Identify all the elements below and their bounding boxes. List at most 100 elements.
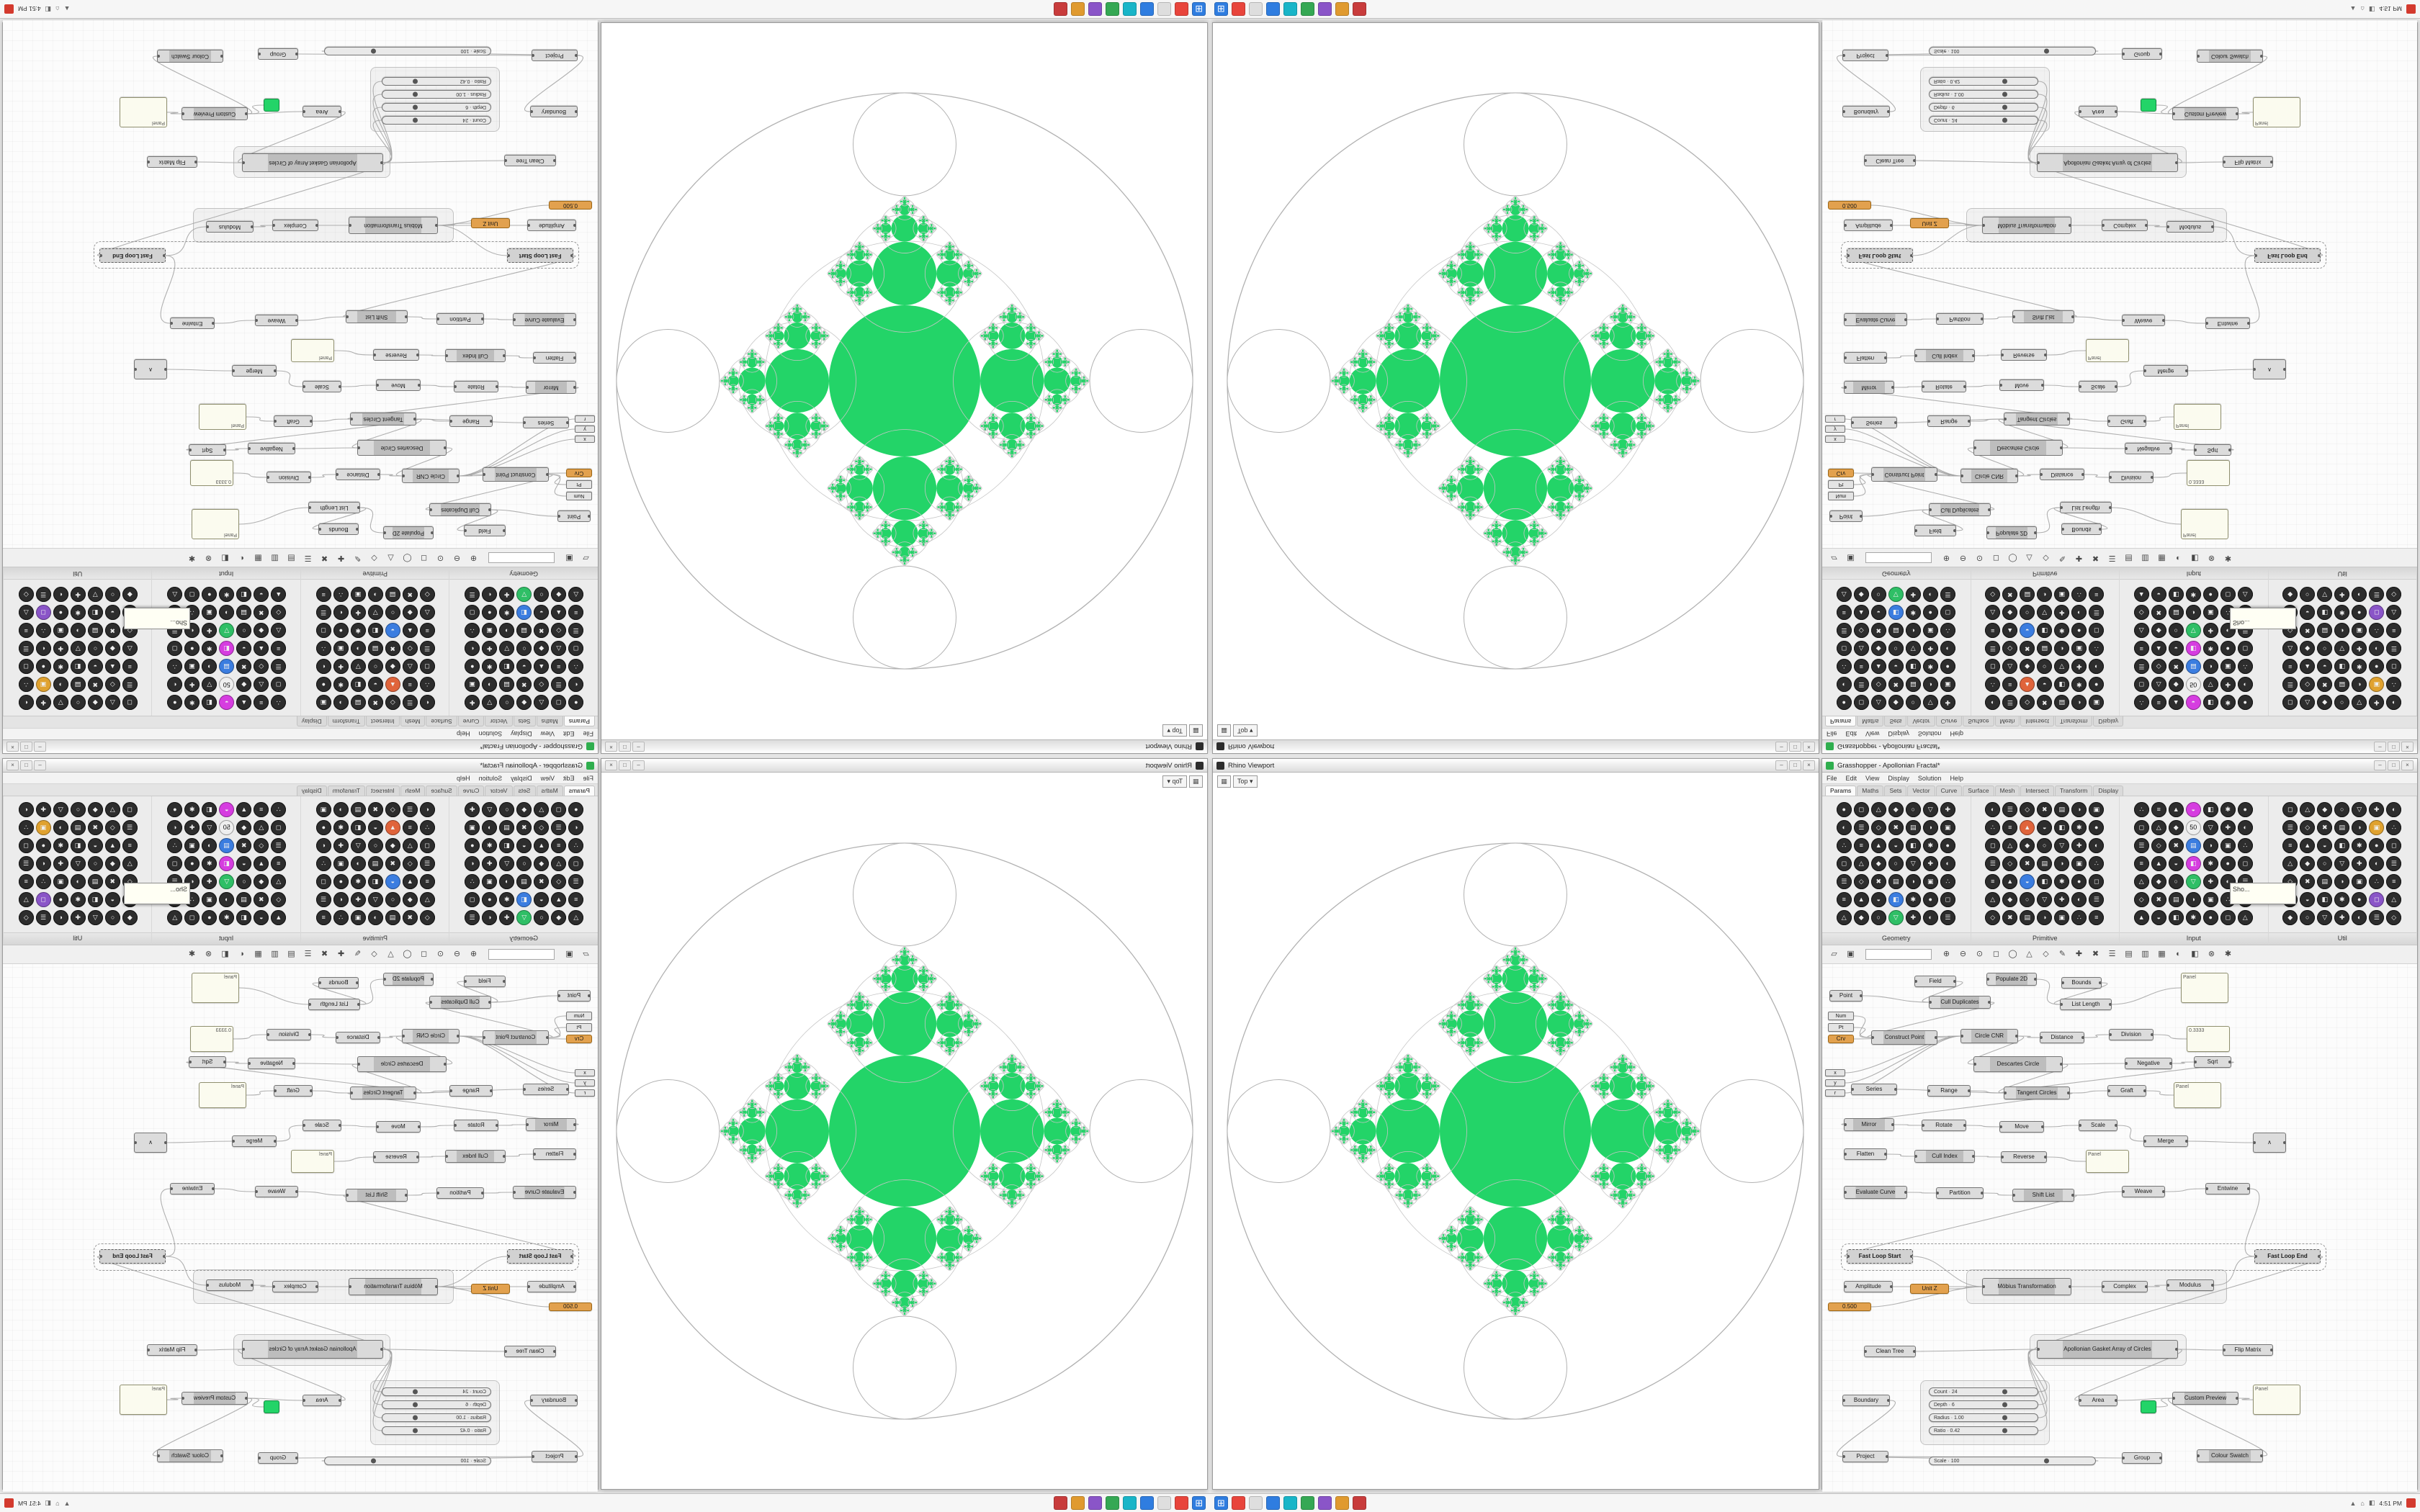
component-icon[interactable]: ◆	[1870, 855, 1886, 871]
component-icon[interactable]: ✚	[499, 909, 515, 925]
component-icon[interactable]: ▤	[2168, 891, 2184, 907]
component-icon[interactable]: ○	[385, 605, 400, 621]
gh-node-0-3333[interactable]: 0.3333	[2187, 1026, 2230, 1052]
component-icon[interactable]: ▲	[402, 873, 418, 889]
component-icon[interactable]: ▤	[2054, 801, 2070, 817]
component-icon[interactable]: △	[551, 855, 567, 871]
component-icon[interactable]: ◇	[254, 659, 269, 675]
zoom-in-icon[interactable]: ⊕	[1942, 554, 1950, 562]
component-icon[interactable]: ◑	[2037, 587, 2053, 603]
component-icon[interactable]: ◻	[1985, 837, 2001, 853]
minimize-button[interactable]: –	[2374, 742, 2386, 752]
component-icon[interactable]: ◒	[2185, 801, 2201, 817]
gh-node-unit-z[interactable]: Unit Z	[1910, 1284, 1949, 1294]
component-icon[interactable]: ▽	[2054, 659, 2070, 675]
component-icon[interactable]: ✱	[333, 677, 349, 693]
save-file-icon[interactable]: ▣	[1847, 950, 1855, 958]
component-icon[interactable]: ▲	[254, 641, 269, 657]
preview-shaded-icon[interactable]: ◐	[239, 554, 244, 562]
component-icon[interactable]: ∴	[2369, 623, 2385, 639]
component-icon[interactable]: ◒	[2020, 873, 2035, 889]
gh-node-series[interactable]: Series	[1851, 417, 1897, 428]
component-icon[interactable]: ◑	[499, 623, 515, 639]
component-icon[interactable]: ●	[184, 855, 200, 871]
menu-file[interactable]: File	[583, 730, 593, 738]
menu-solution[interactable]: Solution	[478, 774, 503, 782]
component-icon[interactable]: ▤	[385, 587, 400, 603]
circle-select-icon[interactable]: ◯	[403, 554, 412, 562]
gh-node-mirror[interactable]: Mirror	[526, 1118, 576, 1131]
component-icon[interactable]: ◇	[2020, 695, 2035, 711]
menu-help[interactable]: Help	[457, 730, 470, 738]
component-icon[interactable]: ▽	[219, 873, 235, 889]
component-icon[interactable]: △	[1836, 587, 1852, 603]
component-icon[interactable]: ●	[35, 837, 51, 853]
component-icon[interactable]: ☰	[271, 659, 287, 675]
gh-node-colour-swatch[interactable]: Colour Swatch	[2197, 1449, 2263, 1462]
gh-node-division[interactable]: Division	[2109, 472, 2154, 483]
component-icon[interactable]: ▲	[1853, 605, 1869, 621]
component-icon[interactable]: ◻	[1836, 855, 1852, 871]
component-icon[interactable]: ▤	[2334, 819, 2350, 835]
gh-node-fast-loop-end[interactable]: Fast Loop End	[99, 1249, 166, 1264]
open-file-icon[interactable]: ▱	[583, 950, 589, 958]
gh-node-ratio-0-42[interactable]: Ratio · 0.42	[1929, 77, 2038, 86]
viewport-canvas[interactable]: ▦ Top ▾	[601, 23, 1207, 739]
component-icon[interactable]: ▤	[516, 623, 532, 639]
start-button[interactable]: ⊞	[1192, 1496, 1206, 1510]
component-icon[interactable]: ◻	[122, 801, 138, 817]
gh-node-clean-tree[interactable]: Clean Tree	[504, 1346, 556, 1357]
component-icon[interactable]: ◐	[2089, 837, 2105, 853]
viewport-titlebar[interactable]: Rhino Viewport – □ ×	[601, 739, 1207, 753]
component-icon[interactable]: ▤	[2168, 605, 2184, 621]
gh-node-entwine[interactable]: Entwine	[170, 1183, 215, 1194]
component-icon[interactable]: ◻	[419, 659, 435, 675]
preview-shaded-icon[interactable]: ◐	[239, 950, 244, 958]
component-icon[interactable]: ▣	[2089, 801, 2105, 817]
component-icon[interactable]: ✖	[2317, 819, 2333, 835]
component-icon[interactable]: ✱	[184, 801, 200, 817]
component-icon[interactable]: ◒	[385, 623, 400, 639]
gh-node-swatch[interactable]	[2141, 1400, 2156, 1413]
component-icon[interactable]: ✖	[254, 891, 269, 907]
component-icon[interactable]: ◑	[2054, 855, 2070, 871]
gh-node-amplitude[interactable]: Amplitude	[1844, 220, 1893, 231]
component-icon[interactable]: △	[2386, 891, 2402, 907]
gh-node-project[interactable]: Project	[532, 50, 578, 61]
component-icon[interactable]: ∴	[1940, 873, 1955, 889]
save-file-icon[interactable]: ▣	[565, 554, 573, 562]
component-icon[interactable]: ○	[385, 891, 400, 907]
gh-node-num[interactable]: Num	[1828, 492, 1854, 500]
component-icon[interactable]: ◑	[482, 677, 498, 693]
component-icon[interactable]: ▤	[2185, 837, 2201, 853]
settings-icon[interactable]: ✱	[2224, 554, 2232, 562]
gh-node-bounds[interactable]: Bounds	[318, 977, 359, 989]
component-icon[interactable]: ∴	[2133, 801, 2149, 817]
tab-intersect[interactable]: Intersect	[366, 786, 400, 796]
component-icon[interactable]: ∴	[568, 837, 584, 853]
app-teal[interactable]	[1123, 2, 1137, 16]
component-icon[interactable]: ☰	[2089, 891, 2105, 907]
component-icon[interactable]: ▲	[402, 623, 418, 639]
component-icon[interactable]: ✚	[184, 819, 200, 835]
gh-node-0-500[interactable]: 0.500	[549, 201, 592, 210]
component-icon[interactable]: ◻	[184, 587, 200, 603]
component-icon[interactable]: ◧	[2185, 855, 2201, 871]
gh-node-descartes-circle[interactable]: Descartes Circle	[357, 440, 447, 456]
component-icon[interactable]: ∴	[419, 677, 435, 693]
component-icon[interactable]: ▲	[1853, 891, 1869, 907]
component-icon[interactable]: ◻	[2220, 909, 2236, 925]
gh-node-clean-tree[interactable]: Clean Tree	[1864, 1346, 1916, 1357]
component-icon[interactable]: ●	[35, 659, 51, 675]
component-icon[interactable]: ○	[2317, 641, 2333, 657]
gh-node-series[interactable]: Series	[1851, 1084, 1897, 1095]
preview-half-icon[interactable]: ◧	[2191, 554, 2199, 562]
gh-node-descartes-circle[interactable]: Descartes Circle	[1973, 440, 2063, 456]
gh-node-m-bius-transformation[interactable]: Möbius Transformation	[349, 1278, 438, 1295]
component-icon[interactable]: ◧	[2185, 641, 2201, 657]
gh-node-x[interactable]: x	[575, 1069, 595, 1076]
gh-node-bounds[interactable]: Bounds	[2061, 523, 2102, 535]
component-icon[interactable]: ◇	[402, 641, 418, 657]
component-icon[interactable]: ▽	[2334, 641, 2350, 657]
component-icon[interactable]: ▣	[465, 677, 480, 693]
